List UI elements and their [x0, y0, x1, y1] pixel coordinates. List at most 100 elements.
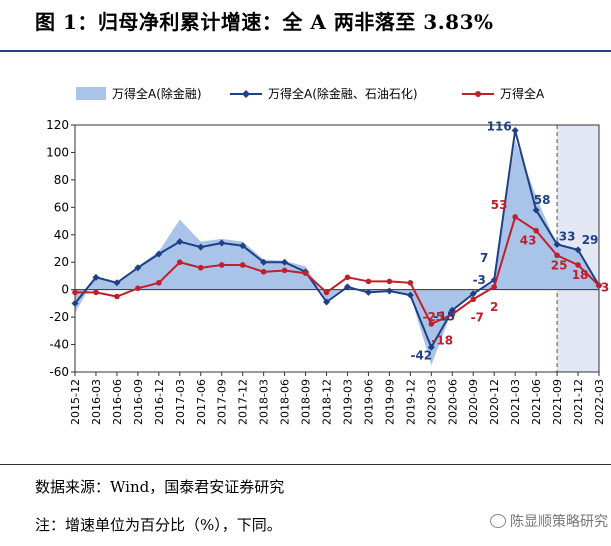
series-marker-all-a	[554, 252, 560, 259]
series-marker-ex-fin-oil	[218, 239, 226, 247]
series-marker-all-a	[512, 214, 518, 220]
x-tick-label: 2022-03	[593, 379, 606, 425]
series-marker-ex-fin-oil	[553, 240, 561, 248]
legend-marker-ex-fin-oil	[242, 90, 250, 98]
series-marker-all-a	[407, 280, 414, 286]
data-source: 数据来源：Wind，国泰君安证券研究	[35, 478, 285, 496]
series-marker-all-a	[260, 269, 267, 275]
y-tick-label: 80	[54, 173, 69, 187]
data-label: 116	[487, 119, 512, 133]
series-marker-all-a	[449, 311, 456, 318]
y-tick-label: 40	[54, 228, 69, 242]
data-label: -3	[473, 273, 486, 287]
plot-frame	[74, 124, 600, 373]
series-marker-all-a	[156, 280, 162, 286]
legend-swatch-area	[76, 87, 106, 100]
x-tick-label: 2019-09	[383, 379, 396, 425]
x-tick-label: 2021-12	[572, 379, 585, 425]
data-label: 58	[534, 193, 551, 207]
series-marker-all-a	[470, 296, 477, 303]
x-tick-label: 2017-03	[174, 379, 187, 425]
series-line-ex-fin-oil	[74, 130, 600, 350]
x-tick-label: 2020-09	[467, 379, 480, 425]
legend-label-area: 万得全A(除金融)	[112, 86, 202, 101]
series-marker-all-a	[491, 284, 498, 290]
x-tick-label: 2017-06	[195, 379, 208, 425]
footnote: 注：增速单位为百分比（%），下同。	[35, 516, 282, 534]
series-marker-all-a	[218, 262, 225, 268]
series-marker-all-a	[197, 264, 204, 271]
series-marker-ex-fin-oil	[364, 288, 372, 296]
series-marker-ex-fin-oil	[532, 206, 540, 214]
series-marker-all-a	[344, 274, 351, 281]
y-tick-label: 120	[46, 118, 69, 132]
y-tick-label: -40	[49, 338, 69, 352]
series-marker-all-a	[596, 282, 602, 289]
series-marker-ex-fin-oil	[71, 299, 79, 307]
series-marker-all-a	[575, 262, 581, 268]
wechat-icon	[490, 514, 506, 528]
series-marker-all-a	[114, 293, 120, 300]
series-marker-all-a	[72, 289, 78, 296]
x-tick-label: 2017-09	[216, 379, 229, 425]
x-tick-label: 2020-06	[446, 379, 459, 425]
series-marker-ex-fin-oil	[574, 246, 582, 254]
data-label: -7	[471, 310, 484, 324]
title-rule	[0, 50, 611, 52]
area-series-ex-financial	[75, 140, 599, 366]
x-tick-label: 2016-06	[111, 379, 124, 425]
series-marker-all-a	[428, 321, 435, 327]
data-label: 33	[559, 229, 576, 243]
x-tick-label: 2019-03	[341, 379, 354, 425]
series-marker-all-a	[239, 262, 246, 268]
data-label: -18	[431, 333, 453, 347]
series-marker-ex-fin-oil	[176, 238, 184, 246]
series-marker-all-a	[177, 259, 183, 266]
data-label: 53	[491, 198, 508, 212]
series-marker-ex-fin-oil	[197, 243, 205, 251]
series-marker-all-a	[135, 285, 141, 292]
chart-title: 图 1：归母净利累计增速：全 A 两非落至 3.83%	[35, 10, 494, 34]
x-tick-label: 2016-03	[90, 379, 103, 425]
series-marker-all-a	[93, 289, 99, 296]
watermark: 陈显顺策略研究	[490, 511, 608, 531]
series-marker-ex-fin-oil	[343, 283, 351, 291]
series-marker-ex-fin-oil	[511, 126, 519, 134]
series-line-all-a	[75, 215, 600, 326]
x-tick-label: 2018-03	[258, 379, 271, 425]
series-marker-ex-fin-oil	[469, 290, 477, 298]
x-tick-label: 2018-12	[321, 379, 334, 425]
x-tick-label: 2018-06	[279, 379, 292, 425]
series-marker-ex-fin-oil	[323, 298, 331, 306]
x-tick-label: 2015-12	[69, 379, 82, 425]
series-marker-all-a	[302, 270, 309, 276]
data-label: 3	[601, 281, 609, 295]
y-tick-label: -20	[49, 310, 69, 324]
series-marker-ex-fin-oil	[113, 279, 121, 287]
series-marker-all-a	[365, 278, 372, 285]
data-label: 25	[551, 258, 568, 272]
x-tick-label: 2016-09	[132, 379, 145, 425]
series-marker-ex-fin-oil	[92, 273, 100, 281]
series-marker-ex-fin-oil	[385, 287, 393, 295]
footer-rule	[0, 464, 611, 465]
y-tick-label: 100	[46, 145, 69, 159]
series-marker-ex-fin-oil	[281, 258, 289, 266]
data-label: 43	[520, 234, 537, 248]
x-tick-label: 2020-12	[488, 379, 501, 425]
x-tick-label: 2017-12	[237, 379, 250, 425]
x-tick-label: 2016-12	[153, 379, 166, 425]
x-tick-label: 2019-12	[404, 379, 417, 425]
series-marker-ex-fin-oil	[239, 242, 247, 250]
data-label: 2	[490, 300, 498, 314]
y-tick-label: 60	[54, 200, 69, 214]
data-label: -42	[410, 348, 432, 362]
watermark-text: 陈显顺策略研究	[510, 514, 608, 530]
x-tick-label: 2020-03	[425, 379, 438, 425]
legend-label-all-a: 万得全A	[500, 86, 545, 101]
series-marker-ex-fin-oil	[427, 343, 435, 351]
data-label: -15	[433, 309, 455, 323]
x-tick-label: 2021-03	[509, 379, 522, 425]
x-tick-label: 2018-09	[300, 379, 313, 425]
y-tick-label: -60	[49, 365, 69, 379]
